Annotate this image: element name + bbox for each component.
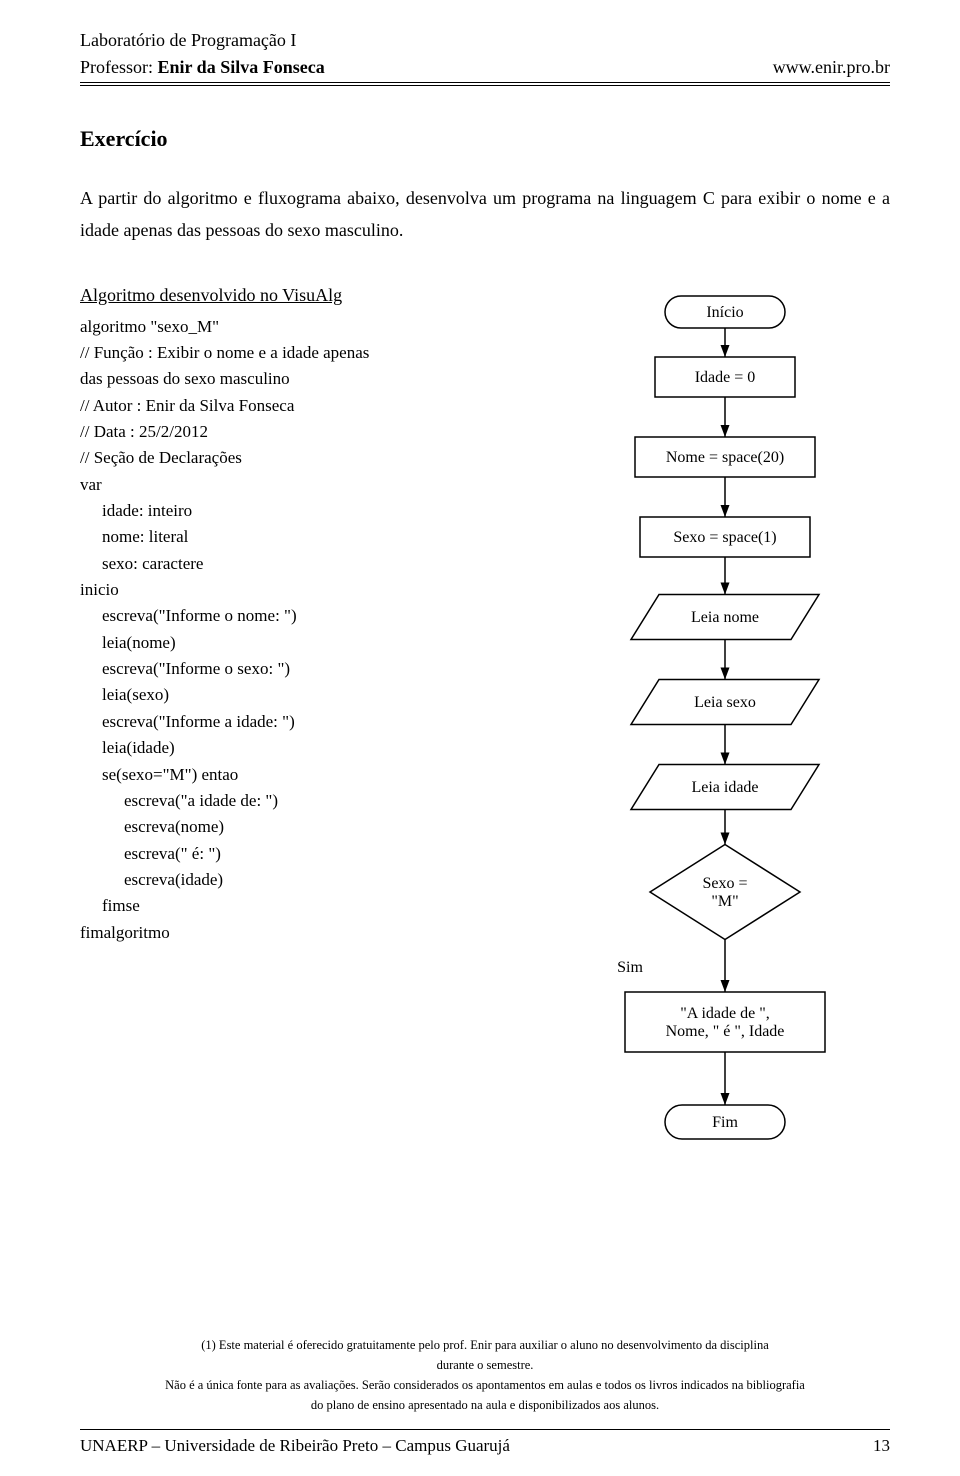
algorithm-line: var xyxy=(80,472,540,498)
intro-paragraph: A partir do algoritmo e fluxograma abaix… xyxy=(80,182,890,247)
footer-org: UNAERP – Universidade de Ribeirão Preto … xyxy=(80,1436,510,1456)
algorithm-line: leia(idade) xyxy=(80,735,540,761)
svg-text:"A idade de ",: "A idade de ", xyxy=(680,1005,769,1022)
algorithm-title: Algoritmo desenvolvido no VisuAlg xyxy=(80,282,540,310)
algorithm-line: nome: literal xyxy=(80,524,540,550)
svg-text:Leia nome: Leia nome xyxy=(691,609,759,626)
algorithm-line: fimse xyxy=(80,893,540,919)
header-url: www.enir.pro.br xyxy=(773,57,890,78)
footer-note-3: Não é a única fonte para as avaliações. … xyxy=(80,1375,890,1395)
algorithm-line: sexo: caractere xyxy=(80,551,540,577)
algorithm-line: leia(sexo) xyxy=(80,682,540,708)
svg-text:Sexo =: Sexo = xyxy=(702,875,747,892)
algorithm-line: escreva(idade) xyxy=(80,867,540,893)
algorithm-line: escreva("Informe o sexo: ") xyxy=(80,656,540,682)
flowchart-container: Sim Início Idade = 0 Nome = space(20) Sexo … xyxy=(560,282,890,1187)
svg-text:Idade = 0: Idade = 0 xyxy=(695,369,756,386)
algorithm-line: escreva(" é: ") xyxy=(80,841,540,867)
footer-page-number: 13 xyxy=(873,1436,890,1456)
algorithm-line: se(sexo="M") entao xyxy=(80,762,540,788)
svg-text:Nome, " é ", Idade: Nome, " é ", Idade xyxy=(666,1023,785,1040)
prof-name: Enir da Silva Fonseca xyxy=(158,57,325,77)
svg-text:Sim: Sim xyxy=(617,959,643,976)
algorithm-line: // Seção de Declarações xyxy=(80,445,540,471)
algorithm-block: Algoritmo desenvolvido no VisuAlg algori… xyxy=(80,282,540,1187)
algorithm-line: algoritmo "sexo_M" xyxy=(80,314,540,340)
algorithm-line: escreva(nome) xyxy=(80,814,540,840)
algorithm-line: // Data : 25/2/2012 xyxy=(80,419,540,445)
svg-text:Nome = space(20): Nome = space(20) xyxy=(666,449,784,466)
svg-text:Leia idade: Leia idade xyxy=(691,779,758,796)
algorithm-line: fimalgoritmo xyxy=(80,920,540,946)
header-row: Professor: Enir da Silva Fonseca www.eni… xyxy=(80,57,890,83)
svg-text:Fim: Fim xyxy=(712,1114,738,1131)
svg-text:Sexo = space(1): Sexo = space(1) xyxy=(673,529,776,546)
algorithm-line: inicio xyxy=(80,577,540,603)
algorithm-line: escreva("a idade de: ") xyxy=(80,788,540,814)
svg-text:Leia sexo: Leia sexo xyxy=(694,694,756,711)
page-footer: (1) Este material é oferecido gratuitame… xyxy=(80,1335,890,1456)
svg-text:"M": "M" xyxy=(711,893,738,910)
algorithm-line: das pessoas do sexo masculino xyxy=(80,366,540,392)
footer-note-4: do plano de ensino apresentado na aula e… xyxy=(80,1395,890,1415)
prof-label: Professor: xyxy=(80,57,158,77)
algorithm-line: leia(nome) xyxy=(80,630,540,656)
footer-note-1: (1) Este material é oferecido gratuitame… xyxy=(80,1335,890,1355)
footer-note-2: durante o semestre. xyxy=(80,1355,890,1375)
algorithm-line: escreva("Informe a idade: ") xyxy=(80,709,540,735)
flowchart-svg: Sim Início Idade = 0 Nome = space(20) Sexo … xyxy=(560,282,890,1182)
course-title: Laboratório de Programação I xyxy=(80,30,890,51)
svg-text:Início: Início xyxy=(706,304,743,321)
algorithm-line: idade: inteiro xyxy=(80,498,540,524)
algorithm-line: // Função : Exibir o nome e a idade apen… xyxy=(80,340,540,366)
algorithm-line: // Autor : Enir da Silva Fonseca xyxy=(80,393,540,419)
algorithm-line: escreva("Informe o nome: ") xyxy=(80,603,540,629)
section-title: Exercício xyxy=(80,126,890,152)
